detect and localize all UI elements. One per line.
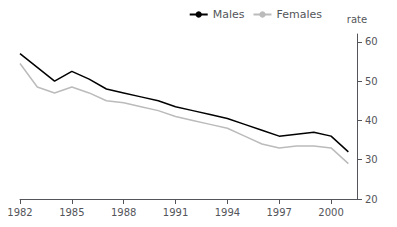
svg-text:40: 40 [365,115,378,126]
svg-text:1982: 1982 [7,207,32,218]
svg-text:1991: 1991 [163,207,188,218]
svg-text:rate: rate [347,14,367,25]
svg-text:20: 20 [365,194,378,205]
svg-text:Females: Females [276,8,322,21]
svg-text:Males: Males [213,8,245,21]
svg-text:1994: 1994 [215,207,240,218]
svg-text:2000: 2000 [318,207,343,218]
svg-text:1988: 1988 [111,207,136,218]
svg-text:60: 60 [365,36,378,47]
svg-text:50: 50 [365,76,378,87]
svg-text:30: 30 [365,154,378,165]
svg-text:1985: 1985 [59,207,84,218]
svg-text:1997: 1997 [267,207,292,218]
